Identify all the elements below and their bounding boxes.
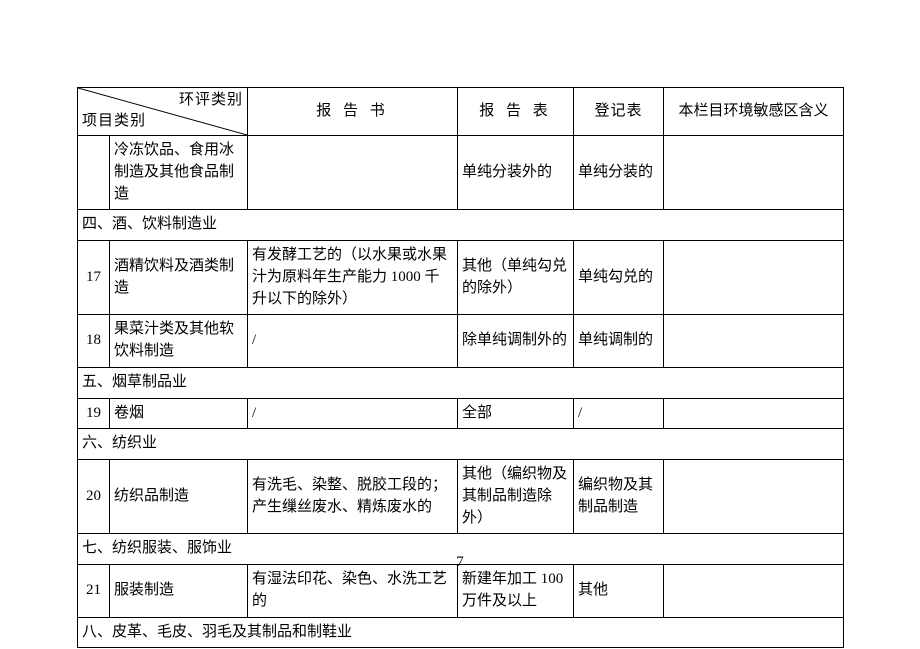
table-row: 21服装制造有湿法印花、染色、水洗工艺的新建年加工 100 万件及以上其他 [78,565,844,618]
cell-env [664,565,844,618]
cell-reg: / [574,398,664,429]
header-report: 报 告 书 [248,88,458,136]
cell-tab: 新建年加工 100 万件及以上 [458,565,574,618]
cell-num: 19 [78,398,110,429]
table-row: 五、烟草制品业 [78,367,844,398]
table-row: 19卷烟/全部/ [78,398,844,429]
header-diag: 环评类别 项目类别 [78,88,248,136]
header-row: 环评类别 项目类别 报 告 书 报 告 表 登记表 本栏目环境敏感区含义 [78,88,844,136]
cell-num: 18 [78,315,110,368]
cell-num: 20 [78,460,110,534]
cell-rep: 有发酵工艺的（以水果或水果汁为原料年生产能力 1000 千升以下的除外） [248,241,458,315]
cell-env [664,398,844,429]
cell-env [664,315,844,368]
cell-cat: 冷冻饮品、食用冰制造及其他食品制造 [110,136,248,210]
page-number: 7 [0,554,920,571]
table-row: 20纺织品制造有洗毛、染整、脱胶工段的；产生缫丝废水、精炼废水的其他（编织物及其… [78,460,844,534]
cell-env [664,460,844,534]
cell-num: 21 [78,565,110,618]
header-register: 登记表 [574,88,664,136]
header-diag-top: 环评类别 [179,90,243,112]
section-cell: 五、烟草制品业 [78,367,844,398]
section-cell: 四、酒、饮料制造业 [78,210,844,241]
cell-num: 17 [78,241,110,315]
cell-cat: 果菜汁类及其他软饮料制造 [110,315,248,368]
table-row: 17酒精饮料及酒类制造有发酵工艺的（以水果或水果汁为原料年生产能力 1000 千… [78,241,844,315]
cell-reg: 单纯调制的 [574,315,664,368]
cell-rep: 有洗毛、染整、脱胶工段的；产生缫丝废水、精炼废水的 [248,460,458,534]
table-row: 六、纺织业 [78,429,844,460]
cell-num [78,136,110,210]
table-row: 冷冻饮品、食用冰制造及其他食品制造 单纯分装外的单纯分装的 [78,136,844,210]
section-cell: 八、皮革、毛皮、羽毛及其制品和制鞋业 [78,617,844,648]
cell-cat: 酒精饮料及酒类制造 [110,241,248,315]
cell-env [664,241,844,315]
cell-reg: 编织物及其制品制造 [574,460,664,534]
cell-tab: 除单纯调制外的 [458,315,574,368]
header-diag-bot: 项目类别 [82,111,146,133]
header-env: 本栏目环境敏感区含义 [664,88,844,136]
cell-tab: 其他（编织物及其制品制造除外） [458,460,574,534]
cell-reg: 其他 [574,565,664,618]
cell-env [664,136,844,210]
cell-tab: 其他（单纯勾兑的除外） [458,241,574,315]
table-row: 18果菜汁类及其他软饮料制造/除单纯调制外的单纯调制的 [78,315,844,368]
cell-rep: / [248,315,458,368]
cell-reg: 单纯分装的 [574,136,664,210]
section-cell: 六、纺织业 [78,429,844,460]
cell-cat: 服装制造 [110,565,248,618]
cell-rep: 有湿法印花、染色、水洗工艺的 [248,565,458,618]
header-table: 报 告 表 [458,88,574,136]
cell-cat: 卷烟 [110,398,248,429]
table-row: 八、皮革、毛皮、羽毛及其制品和制鞋业 [78,617,844,648]
table-row: 四、酒、饮料制造业 [78,210,844,241]
cell-tab: 全部 [458,398,574,429]
cell-rep [248,136,458,210]
cell-reg: 单纯勾兑的 [574,241,664,315]
cell-cat: 纺织品制造 [110,460,248,534]
cell-tab: 单纯分装外的 [458,136,574,210]
cell-rep: / [248,398,458,429]
